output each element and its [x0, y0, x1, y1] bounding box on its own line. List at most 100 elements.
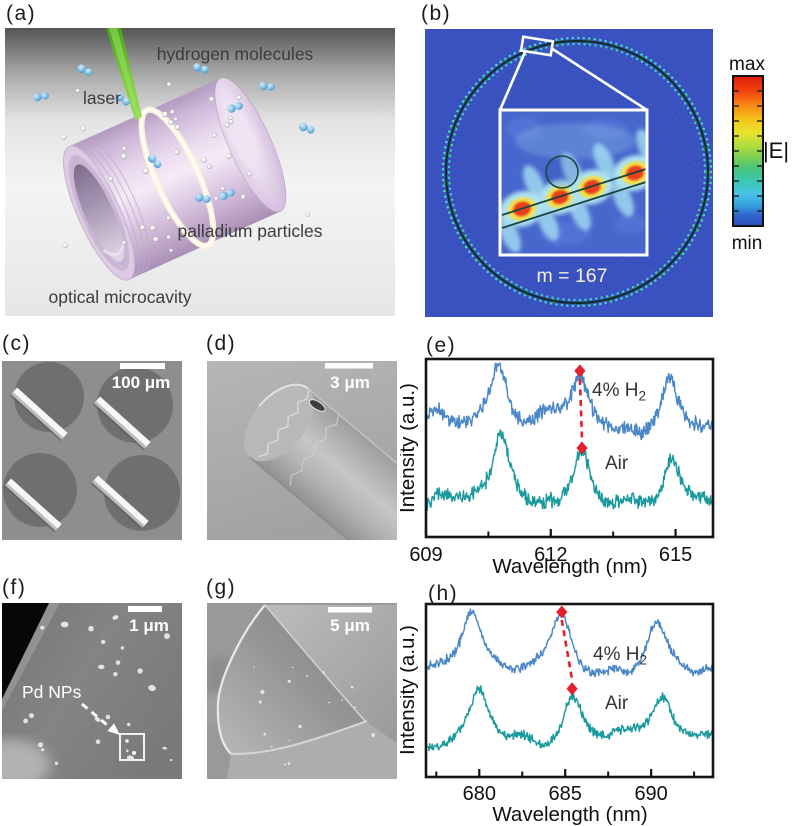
particle-in-square	[125, 739, 129, 743]
tube-upper-body	[265, 605, 397, 743]
y-axis-label: Intensity (a.u.)	[400, 383, 419, 513]
h2-molecule	[219, 188, 235, 201]
scale-bar-c-label: 100 μm	[112, 373, 171, 392]
panel-label-g: (g)	[206, 576, 237, 599]
spectrum-trace-air	[426, 685, 713, 752]
edge-sliver	[2, 603, 60, 711]
panel-label-e: (e)	[426, 334, 457, 357]
collapsed-opening-notch	[308, 399, 326, 412]
callout-line-right	[550, 46, 648, 112]
y-axis-label: Intensity (a.u.)	[400, 625, 419, 755]
scale-bar-d-label: 3 μm	[330, 373, 370, 392]
scale-bar-g	[328, 607, 372, 613]
annotation-air: Air	[605, 693, 629, 714]
colorbar-ticks	[733, 90, 763, 212]
panel-label-d: (d)	[206, 332, 237, 355]
pd-nanoparticle-dots	[23, 615, 173, 765]
capillary-tube	[243, 383, 397, 540]
panel-d-sem: 3 μm	[207, 361, 397, 540]
fold-line	[264, 604, 366, 722]
panel-label-b: (b)	[421, 2, 452, 25]
scale-bar-f	[128, 606, 162, 612]
colorbar: max |E| min	[729, 54, 789, 254]
x-tick-label: 615	[659, 544, 692, 566]
callout-line-left	[498, 51, 527, 111]
plot-frame	[424, 602, 715, 779]
label-hydrogen-molecules: hydrogen molecules	[157, 44, 314, 64]
dark-corner-region	[2, 603, 49, 699]
panel-label-f: (f)	[2, 576, 27, 599]
speckle-rings	[430, 29, 713, 317]
h2-molecule	[33, 91, 49, 102]
spectra-traces	[426, 607, 713, 752]
bright-region	[2, 739, 50, 779]
dashed-arrow	[81, 702, 114, 732]
x-tick-label: 690	[634, 783, 667, 805]
scale-bar-c	[120, 363, 165, 369]
highlight-square	[119, 733, 145, 761]
annotation-h2: 4% H2	[593, 644, 647, 668]
panel-e-spectrum-chart: 609 612 615 4% H2 Air Wavelength (nm) Inte…	[400, 357, 715, 578]
spectrum-trace-h2	[426, 607, 713, 678]
colorbar-max-label: max	[729, 54, 765, 75]
laser-beam-core	[109, 28, 140, 119]
chart-dynamic-content: 680 685 690	[426, 605, 713, 805]
inset-border	[498, 108, 649, 257]
h2-molecule	[259, 81, 275, 91]
panel-a-schematic: hydrogen molecules laser palladium parti…	[5, 28, 395, 316]
h2-molecule	[115, 92, 130, 106]
panel-h-spectrum-chart: 680 685 690 4% H2 Air Wavelength (nm) Inte…	[400, 602, 715, 826]
panel-label-a: (a)	[6, 2, 37, 25]
field-inset	[498, 108, 649, 257]
annotation-h2: 4% H2	[592, 380, 646, 404]
colorbar-quantity-label: |E|	[763, 138, 789, 163]
spectra-traces	[426, 362, 713, 512]
x-tick-label: 612	[534, 544, 567, 566]
panel-g-sem: 5 μm	[207, 603, 397, 779]
label-palladium-particles: palladium particles	[178, 221, 323, 241]
surface-speckles	[253, 666, 376, 766]
bright-mode-ring-core	[140, 108, 215, 247]
h2-molecule	[195, 193, 211, 203]
particle-in-square	[132, 751, 136, 755]
marker-air	[576, 441, 588, 455]
h2-molecule	[77, 64, 93, 76]
mode-plumes	[500, 129, 647, 253]
hydrogen-molecules	[33, 63, 315, 203]
cylinder-bore	[73, 164, 125, 262]
x-tick-label: 685	[549, 783, 582, 805]
membrane-edge-2	[289, 414, 340, 486]
label-optical-microcavity: optical microcavity	[49, 287, 192, 307]
pd-particle-circle	[545, 155, 579, 189]
panel-b-field-simulation: m = 167	[425, 29, 713, 317]
opening-rim-left	[216, 604, 266, 755]
x-tick-label: 680	[463, 783, 496, 805]
scale-bar-d	[325, 363, 373, 369]
pd-nps-label: Pd NPs	[22, 682, 82, 702]
membrane-edge	[258, 390, 310, 458]
panel-f-sem: Pd NPs 1 μm	[2, 603, 182, 779]
h2-molecule	[299, 122, 315, 134]
x-axis-label: Wavelength (nm)	[492, 555, 647, 578]
palladium-particles	[60, 82, 311, 253]
colorbar-min-label: min	[732, 233, 763, 254]
capillary-wall-lines	[501, 168, 647, 229]
tube-lower-body	[227, 721, 397, 779]
x-axis-label: Wavelength (nm)	[492, 803, 647, 826]
label-laser: laser	[83, 88, 121, 108]
panel-label-h: (h)	[428, 582, 459, 605]
scale-bar-f-label: 1 μm	[129, 616, 169, 635]
mode-number-label: m = 167	[536, 265, 607, 287]
opening-rim-bottom	[230, 720, 368, 756]
microcapillary-rods	[3, 387, 151, 533]
h2-molecule	[193, 63, 209, 74]
x-tick-label: 609	[409, 544, 442, 566]
scale-bar-g-label: 5 μm	[330, 616, 370, 635]
resonator-ring	[441, 36, 713, 308]
spectrum-trace-h2	[426, 362, 713, 441]
panel-c-sem: 100 μm	[2, 361, 182, 540]
annotation-air: Air	[605, 453, 629, 474]
h2-molecule	[227, 102, 243, 113]
tube-opening-interior	[217, 605, 365, 755]
